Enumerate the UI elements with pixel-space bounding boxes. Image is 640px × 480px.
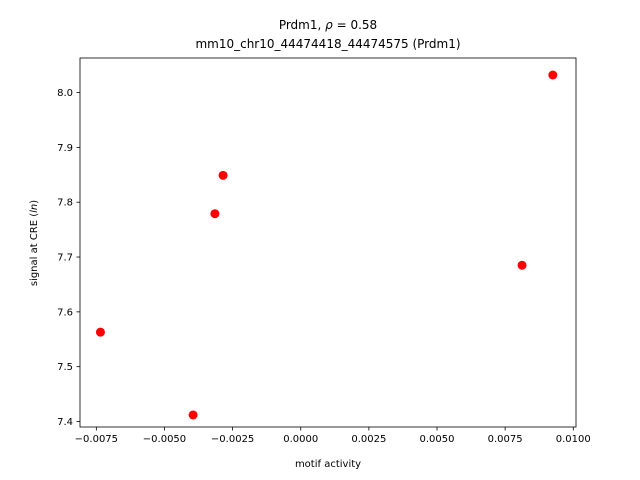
y-tick-label: 7.6 [57,307,73,318]
x-tick-label: 0.0025 [351,434,386,445]
chart-title-symbol: ρ [325,18,333,32]
x-tick-label: 0.0050 [420,434,455,445]
plot-area [79,57,577,428]
y-axis-ticks: 7.4 7.5 7.6 7.7 7.8 7.9 8.0 [57,88,80,428]
data-point [548,70,558,80]
chart-title-value: = 0.58 [333,18,377,32]
x-tick-label: 0.0100 [556,434,591,445]
y-tick-label: 7.9 [57,143,73,154]
y-axis-label-suffix: ) [29,200,40,204]
data-point [218,170,228,180]
data-point [517,260,527,270]
y-tick-label: 7.4 [57,417,73,428]
chart-title-line1: Prdm1, ρ = 0.58 [279,18,377,32]
chart-title-line2: mm10_chr10_44474418_44474575 (Prdm1) [195,37,460,51]
x-tick-label: −0.0025 [211,434,254,445]
y-tick-label: 7.5 [57,362,73,373]
y-tick-label: 7.7 [57,253,73,264]
x-tick-label: −0.0050 [143,434,186,445]
y-axis-label-prefix: signal at CRE ( [29,213,40,286]
data-points [95,70,558,420]
chart-title-prefix: Prdm1, [279,18,325,32]
data-point [188,410,198,420]
x-axis-label: motif activity [295,459,361,470]
y-tick-label: 7.8 [57,198,73,209]
x-axis-ticks: −0.0075 −0.0050 −0.0025 0.0000 0.0025 0.0050 0… [75,427,591,445]
data-point [210,209,220,219]
x-tick-label: −0.0075 [75,434,118,445]
y-axis-label: signal at CRE (ln) [29,200,40,286]
y-tick-label: 8.0 [57,88,73,99]
y-axis-label-italic: ln [29,204,40,213]
x-tick-label: 0.0000 [283,434,318,445]
x-tick-label: 0.0075 [488,434,523,445]
plot-frame [79,57,577,428]
data-point [95,327,105,337]
